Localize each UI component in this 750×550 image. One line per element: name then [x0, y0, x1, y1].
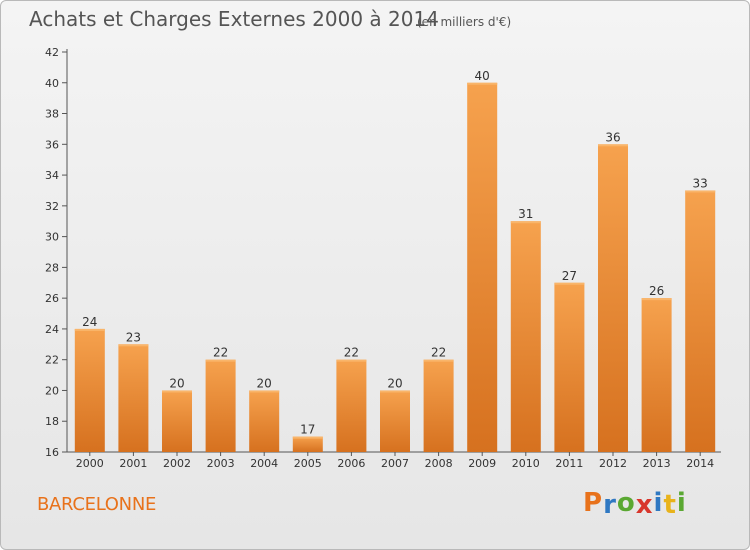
- chart-title: Achats et Charges Externes 2000 à 2014: [29, 7, 439, 31]
- bar-highlight: [554, 282, 585, 285]
- logo-letter: t: [663, 490, 677, 520]
- bar-2003: [205, 359, 236, 452]
- y-tick-label: 34: [45, 169, 59, 182]
- x-tick-label-2010: 2010: [512, 457, 540, 470]
- commune-name: BARCELONNE: [37, 494, 157, 515]
- logo-letter: i: [676, 488, 687, 518]
- bar-highlight: [249, 390, 280, 393]
- data-label-2007: 20: [387, 376, 402, 390]
- x-tick-label-2009: 2009: [468, 457, 496, 470]
- x-tick-label-2001: 2001: [119, 457, 147, 470]
- x-tick-label-2003: 2003: [207, 457, 235, 470]
- data-label-2003: 22: [213, 346, 228, 360]
- bar-highlight: [510, 221, 541, 224]
- y-tick-label: 28: [45, 261, 59, 274]
- y-tick-label: 30: [45, 231, 59, 244]
- y-tick-label: 40: [45, 77, 59, 90]
- bar-2012: [598, 144, 628, 453]
- bar-highlight: [641, 298, 672, 301]
- bar-2001: [118, 344, 149, 452]
- logo-letter: o: [616, 488, 636, 518]
- y-tick-label: 24: [45, 323, 59, 336]
- bar-highlight: [336, 359, 367, 362]
- y-tick-label: 20: [45, 384, 59, 397]
- data-label-2006: 22: [344, 346, 359, 360]
- data-label-2010: 31: [518, 207, 533, 221]
- bar-highlight: [292, 436, 323, 439]
- logo-letter: x: [635, 490, 654, 520]
- bar-2002: [162, 390, 192, 452]
- y-tick-label: 38: [45, 108, 59, 121]
- data-label-2012: 36: [605, 130, 620, 144]
- bar-highlight: [380, 390, 410, 393]
- bar-2007: [380, 390, 410, 452]
- y-tick-label: 16: [45, 446, 59, 459]
- data-label-2008: 22: [431, 346, 446, 360]
- bar-highlight: [467, 82, 498, 85]
- proxiti-logo: Proxiti: [583, 488, 687, 520]
- bar-highlight: [74, 328, 105, 331]
- logo-letter: i: [653, 488, 664, 518]
- x-tick-label-2013: 2013: [643, 457, 671, 470]
- bar-2005: [292, 436, 323, 452]
- data-label-2002: 20: [169, 376, 184, 390]
- bar-highlight: [685, 190, 716, 193]
- data-label-2005: 17: [300, 423, 315, 437]
- bar-highlight: [205, 359, 236, 362]
- data-label-2001: 23: [126, 330, 141, 344]
- chart-subtitle: (en milliers d'€): [417, 15, 512, 29]
- bar-highlight: [162, 390, 192, 393]
- data-label-2013: 26: [649, 284, 664, 298]
- y-tick-label: 18: [45, 415, 59, 428]
- bar-highlight: [423, 359, 454, 362]
- x-tick-label-2007: 2007: [381, 457, 409, 470]
- x-tick-label-2004: 2004: [250, 457, 278, 470]
- x-tick-label-2014: 2014: [686, 457, 714, 470]
- bar-highlight: [598, 144, 628, 147]
- bar-2000: [74, 328, 105, 452]
- data-labels: 24 23 20 22 20 17 22 20 22 40 31 27 36 26 33: [82, 69, 708, 437]
- logo-letter: P: [583, 488, 604, 518]
- data-label-2004: 20: [257, 376, 272, 390]
- bar-2006: [336, 359, 367, 452]
- data-label-2011: 27: [562, 269, 577, 283]
- y-tick-label: 36: [45, 138, 59, 151]
- x-tick-label-2006: 2006: [337, 457, 365, 470]
- x-tick-label-2012: 2012: [599, 457, 627, 470]
- y-tick-label: 22: [45, 354, 59, 367]
- data-label-2014: 33: [693, 176, 708, 190]
- bar-2010: [510, 221, 541, 452]
- y-tick-label: 32: [45, 200, 59, 213]
- bar-2011: [554, 282, 585, 452]
- bar-2004: [249, 390, 280, 452]
- x-tick-label-2002: 2002: [163, 457, 191, 470]
- x-tick-label-2005: 2005: [294, 457, 322, 470]
- bar-highlight: [118, 344, 149, 347]
- data-label-2009: 40: [475, 69, 490, 83]
- y-tick-label: 26: [45, 292, 59, 305]
- bars: [74, 82, 716, 453]
- y-tick-label: 42: [45, 46, 59, 59]
- data-label-2000: 24: [82, 315, 97, 329]
- x-tick-label-2011: 2011: [555, 457, 583, 470]
- bar-2009: [467, 82, 498, 453]
- axes: 16 18 20 22 24 26 28 30 32 34 36 38 40 42 2000 2001 2002…: [45, 46, 721, 470]
- x-tick-label-2000: 2000: [76, 457, 104, 470]
- x-tick-label-2008: 2008: [425, 457, 453, 470]
- bar-2008: [423, 359, 454, 452]
- bar-2014: [685, 190, 716, 452]
- logo-letter: r: [603, 490, 617, 520]
- bar-2013: [641, 298, 672, 452]
